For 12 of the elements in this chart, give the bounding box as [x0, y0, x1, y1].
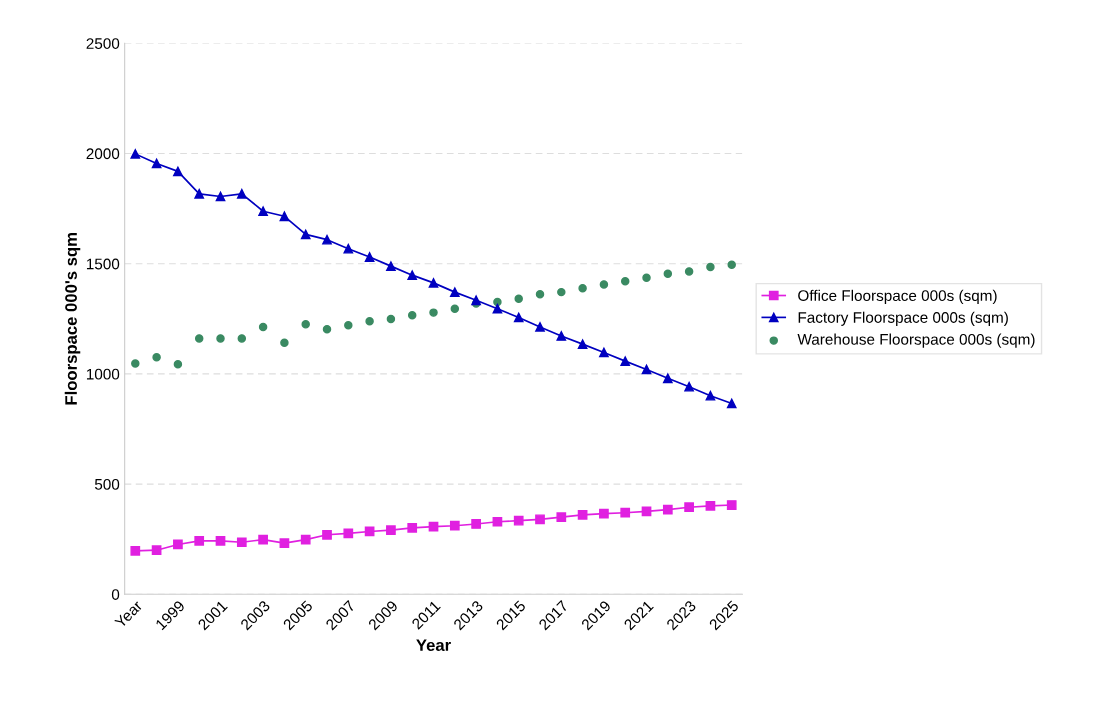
x-tick-label: Year [114, 599, 144, 629]
y-tick-label: 500 [94, 478, 120, 490]
legend-label: Warehouse Floorspace 000s (sqm) [797, 333, 1035, 348]
y-tick-label: 0 [111, 589, 120, 600]
legend-label: Office Floorspace 000s (sqm) [798, 289, 997, 305]
legend-label: Factory Floorspace 000s (sqm) [798, 311, 1008, 326]
y-tick-label: 1000 [86, 368, 120, 380]
x-axis-title: Year [416, 639, 451, 652]
y-tick-label: 1500 [86, 258, 120, 270]
y-axis-title: Floorspace 000's sqm [64, 233, 81, 405]
y-tick-label: 2000 [86, 148, 120, 160]
y-tick-label: 2500 [86, 38, 120, 49]
